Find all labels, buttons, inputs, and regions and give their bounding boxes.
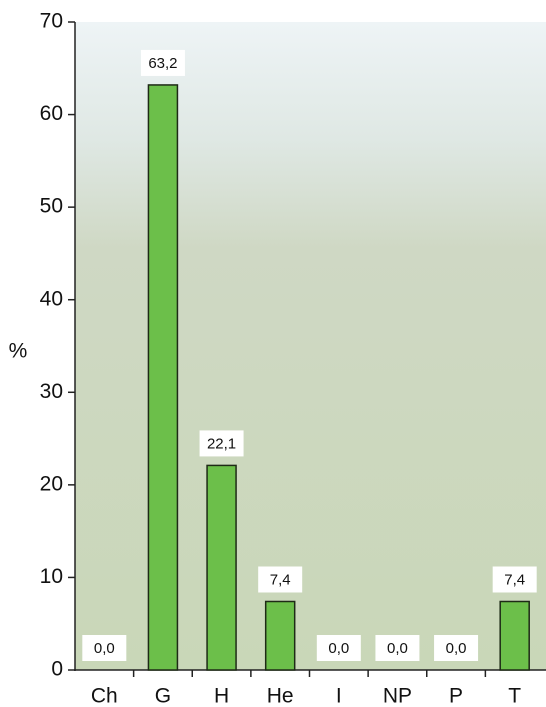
x-tick-label: G (155, 685, 171, 707)
bar (499, 600, 530, 671)
value-label-box (199, 430, 244, 457)
bar (206, 464, 237, 671)
x-tick-label: H (214, 685, 229, 707)
value-label-box (140, 49, 185, 76)
y-tick-label: 30 (40, 380, 63, 403)
x-tick-label: I (336, 685, 342, 707)
value-label-box (316, 635, 361, 661)
y-tick-label: 60 (40, 102, 63, 125)
value-label-box (258, 566, 303, 593)
x-tick-label: T (508, 685, 521, 707)
y-tick-label: 70 (40, 10, 63, 33)
value-label: 0,0 (387, 640, 408, 657)
value-label: 7,4 (270, 571, 291, 588)
y-tick-label: 0 (51, 658, 63, 681)
value-label: 63,2 (148, 55, 177, 72)
bar (147, 84, 179, 671)
y-axis-label: % (9, 340, 28, 363)
y-tick-label: 50 (40, 195, 63, 218)
x-tick-label: P (449, 685, 463, 707)
value-label-box (82, 635, 127, 661)
y-tick-label: 20 (40, 472, 63, 495)
y-tick-label: 10 (40, 565, 63, 588)
x-tick-label: He (267, 685, 294, 707)
value-label: 0,0 (94, 640, 115, 657)
bar (264, 600, 296, 671)
value-label: 0,0 (328, 640, 349, 657)
value-label-box (434, 635, 479, 661)
value-label: 7,4 (504, 571, 525, 588)
value-label-box (492, 566, 537, 593)
value-label: 0,0 (446, 640, 467, 657)
x-tick-label: NP (383, 685, 412, 707)
value-label-box (375, 635, 420, 661)
value-label: 22,1 (207, 435, 236, 452)
y-tick-label: 40 (40, 287, 63, 310)
background-photo (75, 22, 546, 670)
x-tick-label: Ch (91, 685, 118, 707)
